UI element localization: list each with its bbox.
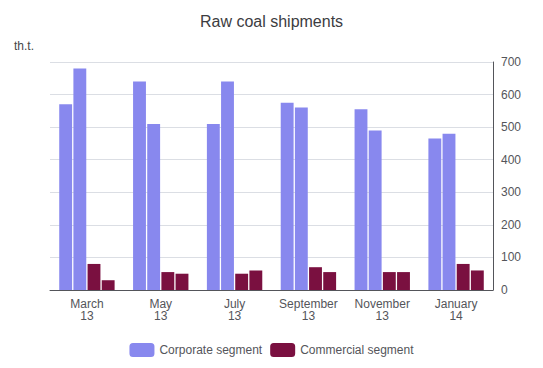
svg-text:200: 200	[501, 218, 521, 232]
svg-text:13: 13	[154, 309, 168, 323]
svg-text:13: 13	[376, 309, 390, 323]
svg-text:500: 500	[501, 120, 521, 134]
svg-text:Corporate segment: Corporate segment	[159, 343, 262, 357]
svg-text:September: September	[279, 297, 338, 311]
svg-text:January: January	[434, 297, 478, 311]
svg-text:13: 13	[228, 309, 242, 323]
svg-text:May: May	[149, 297, 173, 311]
svg-text:Raw coal shipments: Raw coal shipments	[200, 13, 343, 30]
svg-text:0: 0	[501, 283, 508, 297]
svg-text:100: 100	[501, 250, 521, 264]
svg-text:13: 13	[80, 309, 94, 323]
svg-text:700: 700	[501, 55, 521, 69]
svg-text:July: July	[223, 297, 246, 311]
svg-text:400: 400	[501, 153, 521, 167]
svg-text:300: 300	[501, 185, 521, 199]
svg-text:600: 600	[501, 88, 521, 102]
svg-text:13: 13	[302, 309, 316, 323]
svg-text:November: November	[354, 297, 410, 311]
svg-text:Commercial segment: Commercial segment	[300, 343, 414, 357]
svg-text:14: 14	[449, 309, 463, 323]
svg-text:th.t.: th.t.	[14, 39, 34, 53]
svg-text:March: March	[70, 297, 104, 311]
